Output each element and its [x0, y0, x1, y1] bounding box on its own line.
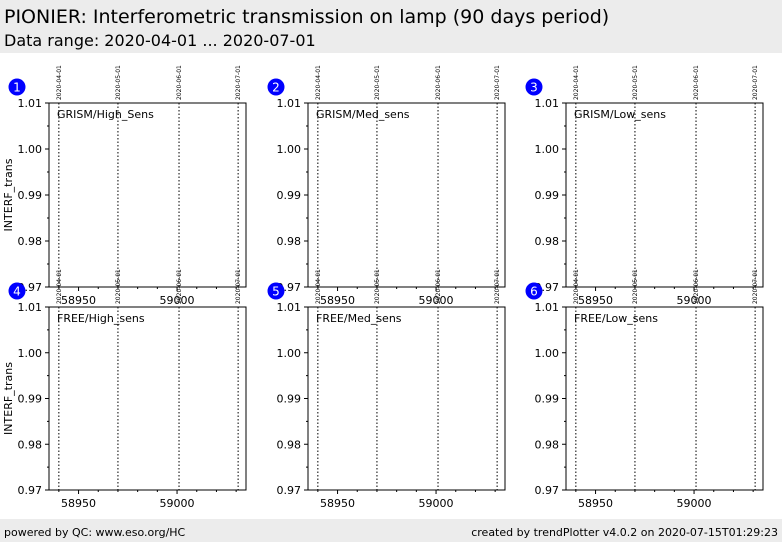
panel-4-ytick-label: 1.01 — [18, 301, 43, 314]
panel-3-xtick-label: 59000 — [677, 294, 712, 307]
panel-1-date-label: 2020-05-01 — [115, 65, 122, 100]
panel-4-date-label: 2020-04-01 — [56, 269, 63, 304]
panel-2-ytick-label: 0.99 — [277, 189, 302, 202]
panel-2-label: GRISM/Med_sens — [316, 108, 410, 121]
panel-3-date-label: 2020-04-01 — [573, 65, 580, 100]
panel-6-badge — [525, 282, 543, 300]
page-title: PIONIER: Interferometric transmission on… — [4, 6, 610, 28]
panel-3-badge-number: 3 — [530, 81, 538, 95]
panel-5-date-label: 2020-06-01 — [435, 269, 442, 304]
panel-4-ytick-label: 1.00 — [18, 347, 43, 360]
panel-5-badge-number: 5 — [272, 285, 280, 299]
panel-2-ytick-label: 1.00 — [277, 143, 302, 156]
panel-4-label: FREE/High_sens — [57, 312, 145, 325]
panel-3-ytick-label: 1.01 — [535, 97, 560, 110]
panel-5-xtick-label: 58950 — [320, 497, 355, 510]
data-range-subtitle: Data range: 2020-04-01 ... 2020-07-01 — [4, 31, 316, 50]
panel-3-ytick-label: 1.00 — [535, 143, 560, 156]
panel-5-ytick-label: 0.98 — [277, 438, 302, 451]
panel-3-badge — [525, 78, 543, 96]
panel-6-axes — [565, 306, 764, 491]
panel-4-ytick-label: 0.97 — [18, 484, 43, 497]
panel-2-xtick-label: 59000 — [419, 294, 454, 307]
panel-2-ytick-label: 1.01 — [277, 97, 302, 110]
panel-5-axes — [307, 306, 506, 491]
panel-5-ytick-label: 0.99 — [277, 393, 302, 406]
panel-6-badge-number: 6 — [530, 285, 538, 299]
panel-6-ytick-label: 0.97 — [535, 484, 560, 497]
panel-5-ytick-label: 1.00 — [277, 347, 302, 360]
panel-5-ytick-label: 1.01 — [277, 301, 302, 314]
panel-2-badge-number: 2 — [272, 81, 280, 95]
panel-1-xtick-label: 59000 — [160, 294, 195, 307]
panel-2-badge — [267, 78, 285, 96]
panel-2-date-label: 2020-07-01 — [494, 65, 501, 100]
footer-powered-by: powered by QC: www.eso.org/HC — [4, 526, 186, 539]
panel-6-ytick-label: 1.01 — [535, 301, 560, 314]
panel-4-date-label: 2020-07-01 — [235, 269, 242, 304]
panel-6-label: FREE/Low_sens — [574, 312, 658, 325]
panel-3-axes — [565, 102, 764, 288]
panel-4-axes — [48, 306, 247, 491]
panel-4-badge-number: 4 — [13, 285, 21, 299]
panel-6-date-label: 2020-07-01 — [752, 269, 759, 304]
panel-3-date-label: 2020-07-01 — [752, 65, 759, 100]
panel-2-xtick-label: 58950 — [320, 294, 355, 307]
panel-1-ytick-label: 1.01 — [18, 97, 43, 110]
panel-2-axes — [307, 102, 506, 288]
panel-5-ytick-label: 0.97 — [277, 484, 302, 497]
panel-4-badge — [8, 282, 26, 300]
panel-5-label: FREE/Med_sens — [316, 312, 402, 325]
panel-4-xtick-label: 59000 — [160, 497, 195, 510]
panel-5-date-label: 2020-04-01 — [315, 269, 322, 304]
panel-4-ytick-label: 0.99 — [18, 393, 43, 406]
panel-6-xtick-label: 59000 — [677, 497, 712, 510]
panel-4-ytick-label: 0.98 — [18, 438, 43, 451]
panel-1-ytick-label: 1.00 — [18, 143, 43, 156]
panel-6-date-label: 2020-04-01 — [573, 269, 580, 304]
panel-5-date-label: 2020-05-01 — [374, 269, 381, 304]
panel-3-ytick-label: 0.99 — [535, 189, 560, 202]
panel-1-ytick-label: 0.99 — [18, 189, 43, 202]
panel-1-axes — [48, 102, 247, 288]
panel-6-date-label: 2020-05-01 — [632, 269, 639, 304]
panel-3-xtick-label: 58950 — [578, 294, 613, 307]
panel-1-badge-number: 1 — [13, 81, 21, 95]
panel-6-ytick-label: 0.99 — [535, 393, 560, 406]
panel-2-date-label: 2020-06-01 — [435, 65, 442, 100]
page-footer: powered by QC: www.eso.org/HC created by… — [0, 519, 782, 542]
page-header: PIONIER: Interferometric transmission on… — [0, 0, 782, 53]
panel-1-date-label: 2020-07-01 — [235, 65, 242, 100]
panel-1-ytick-label: 0.98 — [18, 235, 43, 248]
footer-created-by: created by trendPlotter v4.0.2 on 2020-0… — [471, 526, 778, 539]
panel-1-xtick-label: 58950 — [61, 294, 96, 307]
panel-1-label: GRISM/High_Sens — [57, 108, 154, 121]
panel-1-ylabel: INTERF_trans — [2, 158, 15, 231]
panel-4-date-label: 2020-06-01 — [176, 269, 183, 304]
panel-4-xtick-label: 58950 — [61, 497, 96, 510]
panel-3-date-label: 2020-06-01 — [693, 65, 700, 100]
panel-6-ytick-label: 1.00 — [535, 347, 560, 360]
panel-1-date-label: 2020-04-01 — [56, 65, 63, 100]
panel-5-xtick-label: 59000 — [419, 497, 454, 510]
panel-2-date-label: 2020-04-01 — [315, 65, 322, 100]
panel-3-ytick-label: 0.98 — [535, 235, 560, 248]
panel-4-date-label: 2020-05-01 — [115, 269, 122, 304]
panel-5-date-label: 2020-07-01 — [494, 269, 501, 304]
panel-3-date-label: 2020-05-01 — [632, 65, 639, 100]
panel-1-badge — [8, 78, 26, 96]
panel-6-xtick-label: 58950 — [578, 497, 613, 510]
panel-1-date-label: 2020-06-01 — [176, 65, 183, 100]
panel-2-date-label: 2020-05-01 — [374, 65, 381, 100]
panel-3-label: GRISM/Low_sens — [574, 108, 666, 121]
panel-6-ytick-label: 0.98 — [535, 438, 560, 451]
panel-5-badge — [267, 282, 285, 300]
panel-6-date-label: 2020-06-01 — [693, 269, 700, 304]
panel-2-ytick-label: 0.98 — [277, 235, 302, 248]
panel-4-ylabel: INTERF_trans — [2, 362, 15, 435]
